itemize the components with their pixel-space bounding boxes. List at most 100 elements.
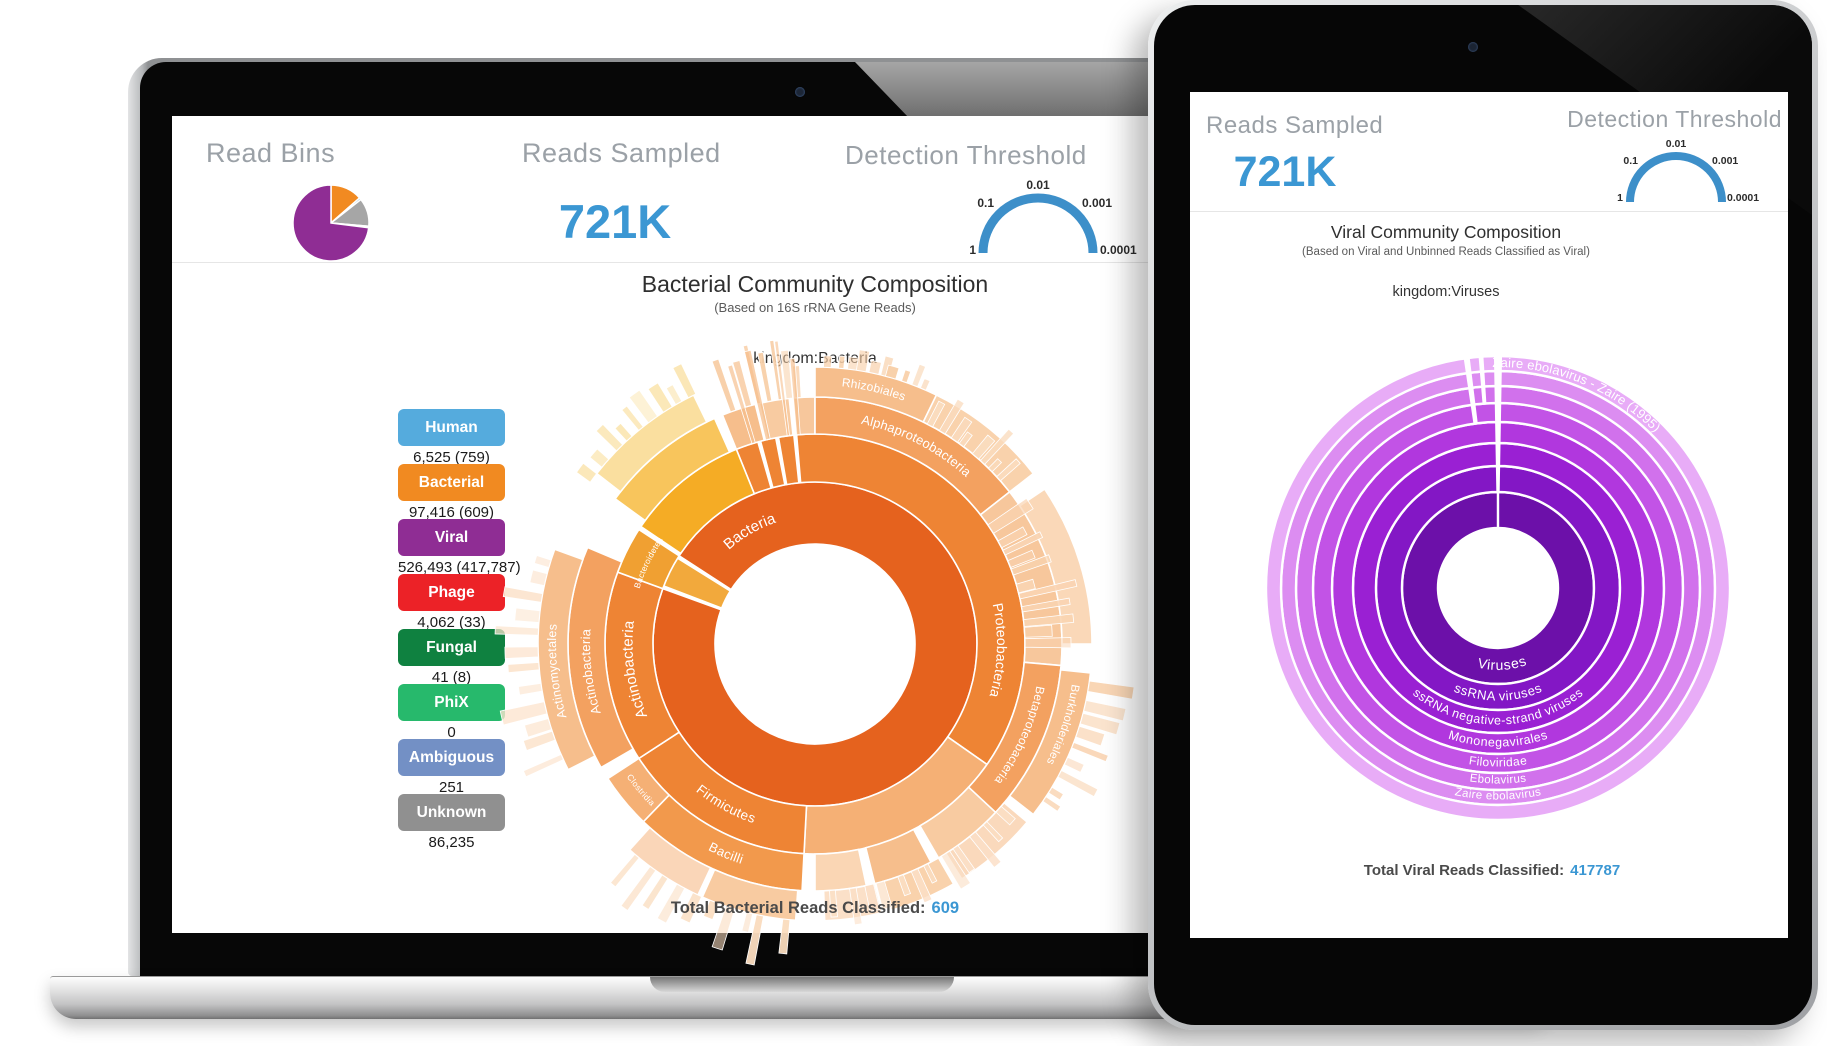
sunburst-outer-bar[interactable] [774, 340, 790, 437]
sunburst-outer-bar[interactable] [628, 389, 658, 424]
sunburst-outer-bar[interactable] [1083, 700, 1127, 722]
sunburst-outer-bar[interactable] [533, 555, 552, 568]
sunburst-outer-bar[interactable] [911, 363, 927, 388]
sunburst-outer-bar[interactable] [823, 355, 833, 368]
sunburst-outer-bar[interactable] [926, 400, 946, 428]
sunburst-outer-bar[interactable] [950, 416, 973, 443]
sunburst-outer-bar[interactable] [1007, 549, 1036, 569]
legend-button-bacterial[interactable]: Bacterial [398, 464, 505, 501]
sunburst-outer-bar[interactable] [1063, 756, 1085, 773]
sunburst-outer-bar[interactable] [769, 339, 783, 401]
sunburst-outer-bar[interactable] [838, 355, 846, 369]
sunburst-outer-bar[interactable] [507, 662, 540, 674]
legend-button-phage[interactable]: Phage [398, 574, 505, 611]
sunburst-outer-bar[interactable] [1015, 578, 1036, 594]
sunburst-outer-bar[interactable] [884, 364, 900, 380]
sunburst-outer-bar[interactable] [901, 369, 912, 384]
sunburst-outer-bar[interactable] [522, 753, 564, 778]
sunburst-outer-bar[interactable] [1002, 531, 1044, 556]
sunburst-outer-bar[interactable] [996, 458, 1021, 482]
sunburst-outer-bar[interactable] [1023, 613, 1075, 627]
sunburst-outer-bar[interactable] [1023, 624, 1053, 638]
bacterial-sunburst-chart[interactable]: BacteriaProteobacteriaFirmicutesActinoba… [465, 312, 1165, 978]
sunburst-outer-bar[interactable] [504, 646, 539, 659]
sunburst-outer-bar[interactable] [868, 359, 882, 375]
sunburst-outer-bar[interactable] [855, 349, 871, 373]
sunburst-outer-bar[interactable] [641, 874, 669, 911]
sunburst-outer-bar[interactable] [987, 497, 1034, 534]
sunburst-outer-bar[interactable] [745, 914, 764, 966]
read-bins-pie-chart[interactable] [287, 179, 375, 267]
sunburst-outer-bar[interactable] [514, 607, 541, 623]
legend-button-ambiguous[interactable]: Ambiguous [398, 739, 505, 776]
sunburst-outer-bar[interactable] [919, 377, 931, 391]
sunburst-outer-bar[interactable] [575, 462, 598, 483]
sunburst-outer-bar[interactable] [780, 349, 793, 400]
sunburst-outer-bar[interactable] [995, 805, 1016, 826]
sunburst-outer-bar[interactable] [702, 899, 720, 921]
sunburst-outer-bar[interactable] [679, 892, 703, 924]
legend-button-fungal[interactable]: Fungal [398, 629, 505, 666]
sunburst-outer-bar[interactable] [958, 431, 973, 448]
sunburst-outer-bar[interactable] [982, 820, 1004, 843]
sunburst-outer-bar[interactable] [875, 880, 893, 911]
sunburst-outer-bar[interactable] [620, 866, 657, 912]
sunburst-outer-bar[interactable] [589, 448, 610, 468]
sunburst-outer-bar[interactable] [971, 434, 996, 460]
sunburst-outer-bar[interactable] [609, 853, 640, 888]
sunburst-segment[interactable] [595, 393, 708, 494]
sunburst-outer-bar[interactable] [665, 384, 683, 406]
sunburst-outer-bar[interactable] [987, 458, 1003, 473]
sunburst-outer-bar[interactable] [923, 863, 938, 884]
sunburst-outer-bar[interactable] [614, 422, 633, 442]
sunburst-outer-bar[interactable] [938, 398, 965, 435]
sunburst-outer-bar[interactable] [732, 359, 753, 408]
sunburst-segment[interactable] [606, 757, 671, 823]
sunburst-outer-bar[interactable] [1042, 796, 1062, 812]
sunburst-outer-bar[interactable] [621, 405, 644, 431]
sunburst-outer-bar[interactable] [1018, 579, 1078, 600]
sunburst-segment[interactable] [814, 848, 868, 892]
sunburst-outer-bar[interactable] [1057, 769, 1099, 798]
sunburst-outer-bar[interactable] [864, 883, 881, 912]
sunburst-outer-bar[interactable] [741, 911, 754, 933]
sunburst-outer-bar[interactable] [743, 349, 771, 441]
sunburst-outer-bar[interactable] [499, 701, 548, 726]
sunburst-outer-bar[interactable] [711, 358, 737, 413]
sunburst-outer-bar[interactable] [1079, 712, 1121, 736]
sunburst-segment[interactable] [652, 481, 978, 807]
sunburst-outer-bar[interactable] [1024, 637, 1072, 649]
sunburst-segment[interactable] [628, 826, 712, 897]
sunburst-outer-bar[interactable] [897, 874, 912, 897]
sunburst-outer-bar[interactable] [595, 423, 624, 452]
sunburst-outer-bar[interactable] [502, 586, 544, 603]
sunburst-outer-bar[interactable] [727, 364, 756, 445]
sunburst-outer-bar[interactable] [910, 868, 933, 904]
sunburst-outer-bar[interactable] [1087, 680, 1135, 700]
sunburst-outer-bar[interactable] [979, 428, 1015, 465]
tablet-detection-threshold-gauge[interactable] [1606, 146, 1746, 212]
sunburst-outer-bar[interactable] [517, 682, 543, 696]
detection-threshold-gauge[interactable] [968, 183, 1108, 263]
sunburst-outer-bar[interactable] [529, 569, 548, 587]
legend-button-human[interactable]: Human [398, 409, 505, 446]
sunburst-outer-bar[interactable] [1048, 786, 1064, 801]
sunburst-segment[interactable] [616, 528, 681, 590]
sunburst-outer-bar[interactable] [1071, 741, 1109, 763]
sunburst-outer-bar[interactable] [1075, 725, 1106, 747]
sunburst-outer-bar[interactable] [997, 526, 1028, 549]
sunburst-outer-bar[interactable] [672, 363, 697, 399]
sunburst-outer-bar[interactable] [849, 887, 863, 926]
sunburst-outer-bar[interactable] [494, 625, 539, 636]
legend-button-phix[interactable]: PhiX [398, 684, 505, 721]
sunburst-outer-bar[interactable] [757, 351, 773, 403]
sunburst-outer-bar[interactable] [829, 889, 838, 918]
sunburst-outer-bar[interactable] [940, 850, 972, 890]
sunburst-outer-bar[interactable] [1021, 597, 1071, 613]
sunburst-segment[interactable] [537, 548, 596, 771]
sunburst-outer-bar[interactable] [711, 905, 736, 951]
pie-slice-viral[interactable] [292, 184, 370, 262]
legend-button-unknown[interactable]: Unknown [398, 794, 505, 831]
sunburst-outer-bar[interactable] [523, 718, 553, 738]
